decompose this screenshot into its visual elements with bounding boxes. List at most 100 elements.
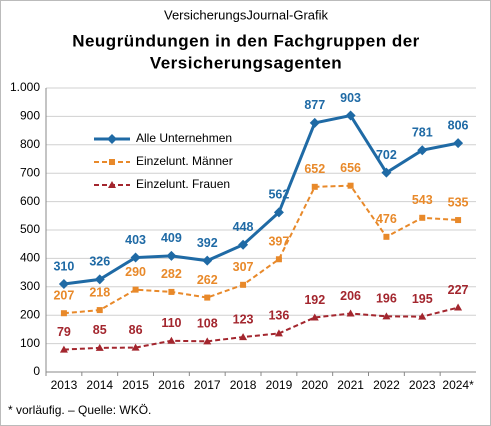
data-label: 195 [412,292,433,306]
marker [59,345,68,353]
supertitle: VersicherungsJournal-Grafik [164,7,329,22]
marker [453,138,464,149]
marker [419,214,426,221]
marker [131,343,140,351]
y-tick-label: 900 [20,109,40,123]
y-tick-label: 800 [20,137,40,151]
legend-label: Einzelunt. Frauen [136,177,230,191]
marker [202,255,213,266]
data-label: 781 [412,125,433,139]
marker [345,110,356,121]
x-tick-label: 2018 [230,378,257,392]
data-label: 136 [268,309,289,323]
data-label: 448 [233,220,254,234]
marker [166,250,177,261]
marker [309,117,320,128]
y-tick-label: 600 [20,194,40,208]
legend-marker [107,134,117,144]
data-label: 79 [57,325,71,339]
data-label: 85 [93,323,107,337]
marker [381,167,392,178]
x-tick-label: 2013 [51,378,78,392]
marker [311,183,318,190]
data-label: 403 [125,233,146,247]
y-tick-label: 1.000 [10,80,40,94]
y-tick-label: 100 [20,336,40,350]
data-label: 535 [448,195,469,209]
data-label: 227 [448,283,469,297]
data-label: 86 [129,323,143,337]
series-line [63,306,459,351]
data-label: 196 [376,292,397,306]
x-tick-label: 2017 [194,378,221,392]
y-tick-label: 500 [20,222,40,236]
data-label: 806 [448,118,469,132]
y-tick-label: 0 [33,364,40,378]
marker [274,329,283,337]
data-label: 702 [376,148,397,162]
marker [418,312,427,320]
data-label: 476 [376,212,397,226]
data-label: 110 [161,316,181,330]
series-line [63,184,459,315]
data-label: 562 [268,188,289,202]
marker [96,307,103,314]
marker [346,309,355,317]
legend-marker [109,159,115,165]
marker [204,294,211,301]
data-label: 307 [233,260,254,274]
marker [455,217,462,224]
marker [240,281,247,288]
series-line [63,113,459,286]
x-tick-label: 2023 [409,378,436,392]
marker [238,239,249,250]
marker [417,145,428,156]
data-label: 290 [125,265,146,279]
marker [130,252,141,263]
data-label: 123 [233,312,254,326]
y-tick-label: 400 [20,251,40,265]
data-label: 218 [89,285,110,299]
x-tick-label: 2024* [442,378,474,392]
marker [203,337,212,345]
marker [132,286,139,293]
marker [58,278,69,289]
data-label: 310 [53,259,74,273]
legend-label: Einzelunt. Männer [136,154,233,168]
data-label: 392 [197,236,218,250]
x-tick-label: 2015 [122,378,149,392]
x-tick-label: 2022 [373,378,400,392]
marker [95,343,104,351]
x-tick-label: 2014 [86,378,113,392]
marker [273,207,284,218]
data-label: 326 [89,255,110,269]
footnote: * vorläufig. – Quelle: WKÖ. [8,403,151,417]
marker [310,313,319,321]
data-label: 877 [304,98,325,112]
data-label: 409 [161,231,182,245]
chart-title: Versicherungsagenten [150,53,342,72]
data-label: 206 [340,289,361,303]
data-label: 282 [161,267,182,281]
x-tick-label: 2016 [158,378,185,392]
data-label: 192 [304,293,325,307]
chart-title: Neugründungen in den Fachgruppen der [72,31,420,50]
marker [275,256,282,263]
data-label: 543 [412,193,433,207]
legend-marker [108,181,116,188]
x-tick-label: 2021 [337,378,364,392]
y-tick-label: 200 [20,307,40,321]
marker [168,288,175,295]
marker [167,336,176,344]
marker [383,233,390,240]
data-label: 262 [197,273,218,287]
data-label: 903 [340,91,361,105]
y-tick-label: 300 [20,279,40,293]
marker [382,312,391,320]
marker [454,303,463,311]
data-label: 397 [268,235,289,249]
y-tick-label: 700 [20,165,40,179]
legend-label: Alle Unternehmen [136,131,232,145]
